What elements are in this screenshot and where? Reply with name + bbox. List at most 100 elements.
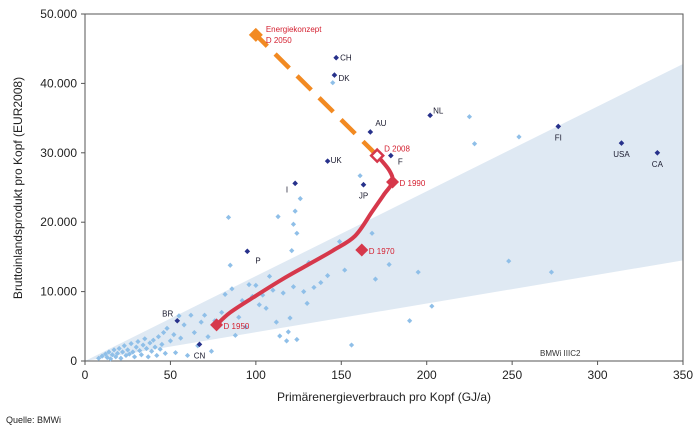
country-point [471, 141, 478, 147]
year-marker-label: D 1950 [224, 322, 250, 331]
country-point [198, 319, 204, 325]
x-tick-label: 250 [502, 368, 522, 382]
country-label: UK [331, 156, 343, 165]
named-country-point [427, 112, 433, 119]
country-label: P [255, 256, 260, 265]
named-country-point [618, 140, 625, 146]
country-point [147, 340, 153, 346]
country-point [128, 341, 134, 347]
country-point [219, 309, 225, 316]
country-point [157, 346, 163, 352]
country-point [133, 344, 139, 350]
named-country-point [331, 72, 338, 78]
country-point [506, 258, 512, 264]
source-note: Quelle: BMWi [6, 415, 61, 425]
country-point [202, 312, 208, 318]
country-point [246, 282, 252, 288]
country-point [292, 208, 298, 214]
country-point [229, 286, 235, 292]
country-label: DK [338, 74, 350, 83]
country-point [160, 329, 167, 336]
country-point [142, 336, 148, 342]
country-label: JP [359, 192, 368, 201]
country-point [301, 289, 307, 295]
country-point [325, 273, 331, 279]
country-point [137, 347, 143, 354]
y-tick-label: 20.000 [40, 215, 77, 229]
country-point [284, 338, 290, 344]
country-label: NL [433, 106, 444, 115]
y-tick-label: 50.000 [40, 7, 77, 21]
country-point [330, 80, 336, 86]
country-label: CA [652, 160, 664, 169]
country-point [266, 273, 273, 279]
country-point [386, 261, 392, 268]
country-label: CH [340, 54, 352, 63]
named-countries-points: CH DK NL AU FI USA CA UK F JP I P BR CN [162, 54, 663, 361]
x-tick-label: 300 [588, 368, 608, 382]
country-point [294, 230, 300, 236]
target-path-line [254, 33, 379, 158]
country-point [138, 352, 144, 358]
named-country-point [654, 150, 661, 156]
country-point [304, 300, 310, 306]
country-point [152, 344, 158, 350]
x-axis: 0 50 100 150 200 250 300 350 [82, 361, 693, 382]
named-country-point [367, 129, 374, 135]
named-country-point [174, 317, 181, 324]
target-label-title: Energiekonzept [266, 25, 322, 34]
named-country-point [292, 180, 298, 187]
country-point [275, 214, 281, 220]
country-point [154, 352, 160, 359]
country-point [108, 356, 114, 362]
country-point [176, 313, 182, 319]
named-country-point [196, 341, 203, 348]
trend-band [85, 63, 683, 362]
plot-area-frame [84, 13, 684, 362]
country-point [311, 284, 317, 291]
country-point [348, 342, 355, 348]
country-point [143, 345, 150, 352]
country-point [145, 354, 151, 360]
country-point [232, 332, 238, 338]
country-point [172, 350, 179, 356]
country-point [277, 333, 283, 339]
country-label: F [398, 158, 403, 167]
target-label-year: D 2050 [266, 36, 292, 45]
country-point [155, 334, 162, 340]
country-point [516, 134, 522, 140]
country-point [294, 336, 300, 343]
country-point [285, 329, 291, 335]
country-point [106, 349, 112, 355]
country-point [273, 319, 279, 325]
country-point [99, 353, 105, 359]
country-point [178, 335, 184, 341]
country-point [114, 350, 121, 356]
historical-path-group: D 1950 D 1970 D 1990 D 2008 [210, 145, 426, 332]
country-point [131, 354, 138, 360]
country-point [318, 279, 324, 286]
country-label: AU [375, 119, 386, 128]
country-point [256, 302, 262, 308]
named-country-point [388, 152, 394, 159]
country-point [222, 291, 228, 297]
country-label: BR [162, 310, 173, 319]
named-country-point [555, 123, 562, 130]
country-point [159, 341, 165, 347]
x-axis-label: Primärenergieverbrauch pro Kopf (GJ/a) [277, 390, 491, 404]
country-label: USA [613, 150, 630, 159]
y-axis: 0 10.000 20.000 30.000 40.000 50.000 [40, 7, 85, 368]
country-point [181, 322, 187, 328]
country-point [116, 345, 122, 352]
country-point [191, 329, 197, 336]
country-point [227, 262, 233, 268]
country-point [289, 248, 295, 254]
country-point [130, 349, 136, 355]
country-point [104, 354, 110, 361]
country-point [372, 276, 379, 282]
country-point [270, 287, 276, 293]
country-point [225, 214, 232, 220]
country-point [111, 347, 117, 353]
country-point [109, 352, 115, 358]
